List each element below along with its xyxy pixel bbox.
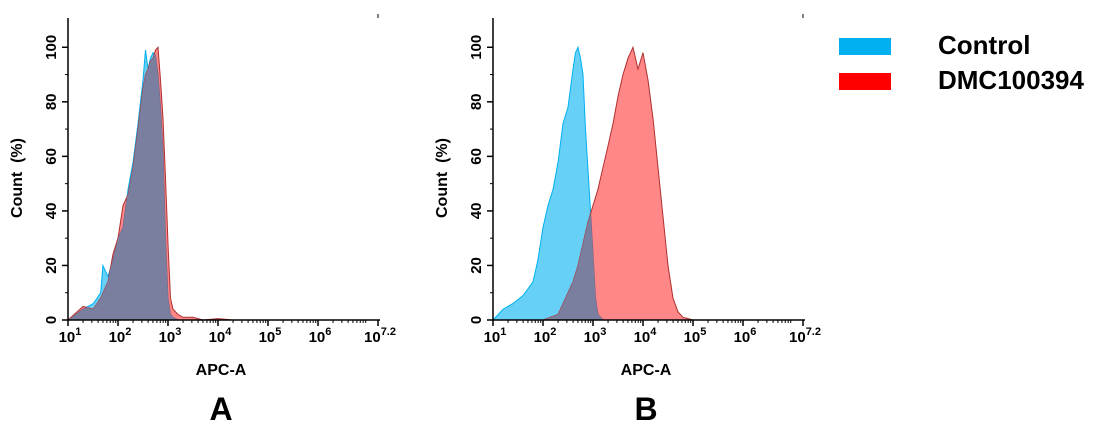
x-tick-label-b-2: 103 (584, 326, 607, 346)
x-tick-label-a-4: 105 (259, 326, 282, 346)
x-tick-label-a-2: 103 (159, 326, 182, 346)
x-tick-label-b-0: 101 (484, 326, 507, 346)
legend-swatch-control (839, 38, 891, 55)
y-tick-label-b-80: 80 (468, 93, 485, 110)
legend-label-dmc100394: DMC100394 (938, 65, 1085, 95)
y-tick-label-a-40: 40 (43, 203, 60, 220)
x-axis-label-b: APC-A (621, 362, 672, 379)
legend: Control DMC100394 (839, 30, 1085, 95)
y-tick-label-a-80: 80 (43, 93, 60, 110)
x-tick-label-a-6: 107.2 (364, 326, 396, 346)
panel-label-a: A (209, 391, 232, 427)
panel-label-b: B (634, 391, 657, 427)
y-tick-label-a-0: 0 (43, 316, 60, 324)
x-tick-label-a-3: 104 (209, 326, 233, 346)
y-tick-label-b-60: 60 (468, 148, 485, 165)
histogram-panel-b: 0 20 40 60 80 100 101 102 103 104 105 106 107.2 APC-A… (434, 14, 821, 427)
y-tick-label-b-100: 100 (468, 35, 485, 60)
y-tick-label-a-20: 20 (43, 257, 60, 274)
legend-label-control: Control (938, 30, 1030, 60)
series-overlap-a (68, 50, 184, 320)
histogram-panel-a: 0 20 40 60 80 100 101 102 103 104 105 106 107.2 APC-A… (9, 14, 396, 427)
x-tick-label-a-1: 102 (109, 326, 132, 346)
x-tick-label-b-4: 105 (684, 326, 707, 346)
y-axis-label-a: Count (%) (9, 138, 26, 218)
y-tick-label-b-40: 40 (468, 203, 485, 220)
x-tick-label-b-1: 102 (534, 326, 557, 346)
x-tick-label-b-3: 104 (634, 326, 658, 346)
x-tick-label-b-6: 107.2 (789, 326, 821, 346)
x-tick-label-b-5: 106 (734, 326, 757, 346)
y-tick-label-b-20: 20 (468, 257, 485, 274)
y-axis-label-b: Count (%) (434, 138, 451, 218)
y-tick-label-a-60: 60 (43, 148, 60, 165)
legend-swatch-dmc100394 (839, 73, 891, 90)
x-tick-label-a-5: 106 (309, 326, 332, 346)
x-tick-label-a-0: 101 (59, 326, 82, 346)
x-axis-label-a: APC-A (196, 362, 247, 379)
y-tick-label-a-100: 100 (43, 35, 60, 60)
y-tick-label-b-0: 0 (468, 316, 485, 324)
